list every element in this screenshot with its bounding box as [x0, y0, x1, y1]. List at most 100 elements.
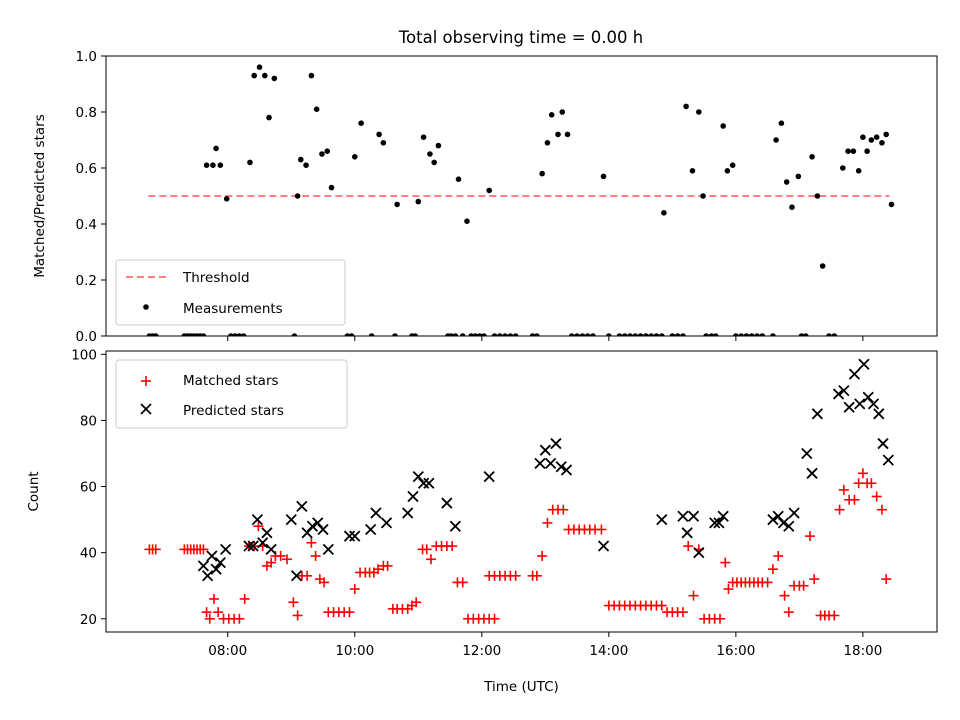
matched-star-marker — [762, 577, 773, 588]
predicted-star-marker — [832, 388, 845, 400]
measurement-point — [427, 151, 433, 157]
measurement-point — [674, 333, 681, 336]
predicted-star-marker — [201, 570, 214, 582]
y-tick-label: 60 — [80, 480, 97, 496]
predicted-star-marker — [597, 540, 610, 552]
measurement-point — [850, 148, 857, 154]
predicted-star-marker — [777, 517, 790, 529]
predicted-star-marker — [322, 543, 334, 555]
predicted-star-marker — [265, 543, 277, 555]
predicted-star-marker — [767, 513, 779, 526]
predicted-star-marker — [687, 510, 700, 522]
x-axis-label: Time (UTC) — [483, 679, 559, 695]
measurement-point — [783, 179, 790, 185]
matched-star-marker — [783, 607, 794, 618]
measurement-point — [486, 187, 493, 194]
measurement-point — [476, 333, 483, 336]
predicted-star-marker — [251, 513, 264, 526]
matched-star-marker — [253, 521, 264, 532]
predicted-star-marker — [296, 500, 308, 513]
matched-star-marker — [876, 504, 887, 515]
measurement-point — [568, 333, 575, 336]
measurement-point — [733, 333, 739, 336]
predicted-star-marker — [877, 437, 889, 450]
matched-star-marker — [510, 570, 521, 581]
matched-star-marker — [677, 607, 688, 618]
top-panel: 0.0 0.2 0.4 0.6 0.8 1.0 Matched/Predicted star… — [32, 49, 938, 345]
measurement-point — [534, 333, 540, 336]
measurement-point — [648, 333, 654, 336]
measurement-point — [344, 333, 351, 336]
measurement-point — [240, 333, 247, 336]
measurement-point — [448, 333, 454, 336]
measurement-point — [348, 333, 355, 336]
measurement-point — [868, 137, 875, 143]
matched-star-marker — [596, 524, 607, 535]
axes-frame — [105, 350, 938, 633]
matched-star-marker — [447, 541, 458, 552]
measurement-point — [251, 72, 258, 79]
measurement-point — [839, 165, 846, 171]
measurement-point — [700, 193, 706, 199]
predicted-star-marker — [539, 444, 551, 456]
measurement-point — [539, 170, 545, 177]
matched-star-marker — [809, 574, 820, 585]
measurement-point — [210, 162, 216, 168]
measurement-point — [579, 333, 586, 336]
measurement-point — [643, 333, 649, 336]
predicted-star-marker — [483, 470, 495, 483]
measurement-point — [845, 148, 851, 154]
measurement-point — [795, 173, 802, 180]
measurement-point — [653, 333, 660, 336]
predicted-star-marker — [858, 358, 870, 370]
matched-star-marker — [834, 504, 845, 515]
measurement-point — [213, 145, 219, 152]
legend-box — [115, 259, 346, 326]
measurement-point — [879, 140, 885, 146]
measurement-point — [223, 196, 230, 202]
measurement-point — [464, 218, 470, 224]
matched-star-marker — [234, 613, 245, 624]
measurement-point — [831, 333, 838, 336]
measurement-point — [883, 131, 889, 138]
measurement-point — [743, 333, 750, 336]
matched-star-marker — [838, 484, 849, 495]
y-tick-label: 0.2 — [76, 273, 97, 289]
matched-star-marker — [204, 613, 215, 624]
predicted-star-marker — [867, 398, 880, 410]
measurement-point — [729, 162, 736, 168]
measurement-point — [738, 333, 744, 336]
measurement-point — [819, 263, 826, 269]
measurement-point — [680, 333, 686, 336]
measurement-point — [658, 333, 665, 336]
matched-star-marker — [319, 577, 330, 588]
matched-star-marker — [723, 584, 734, 595]
measurement-point — [452, 333, 459, 336]
predicted-star-marker — [713, 517, 725, 529]
y-axis-label: Count — [26, 471, 42, 511]
predicted-star-marker — [838, 385, 850, 397]
measurement-point — [368, 333, 375, 336]
measurement-point — [600, 173, 607, 180]
matched-star-marker — [411, 597, 422, 608]
predicted-star-marker — [343, 530, 356, 542]
measurement-point — [703, 333, 710, 336]
legend-predicted-label: Predicted stars — [183, 403, 284, 419]
measurement-point — [720, 123, 726, 129]
matched-star-marker — [150, 544, 161, 555]
y-tick-label: 100 — [71, 347, 97, 363]
x-tick-label: 14:00 — [589, 643, 628, 659]
matched-star-marker — [849, 494, 860, 505]
matched-star-marker — [779, 590, 790, 601]
measurement-point — [669, 333, 676, 336]
y-tick-label: 0.6 — [76, 161, 97, 177]
y-tick-label: 1.0 — [76, 49, 97, 65]
matched-star-marker — [714, 613, 725, 624]
matched-star-marker — [853, 478, 864, 489]
matched-star-marker — [829, 610, 840, 621]
predicted-star-marker — [365, 523, 377, 536]
predicted-star-marker — [317, 523, 329, 536]
predicted-star-marker — [312, 517, 324, 529]
measurement-point — [544, 140, 551, 146]
y-tick-label: 40 — [80, 546, 97, 562]
